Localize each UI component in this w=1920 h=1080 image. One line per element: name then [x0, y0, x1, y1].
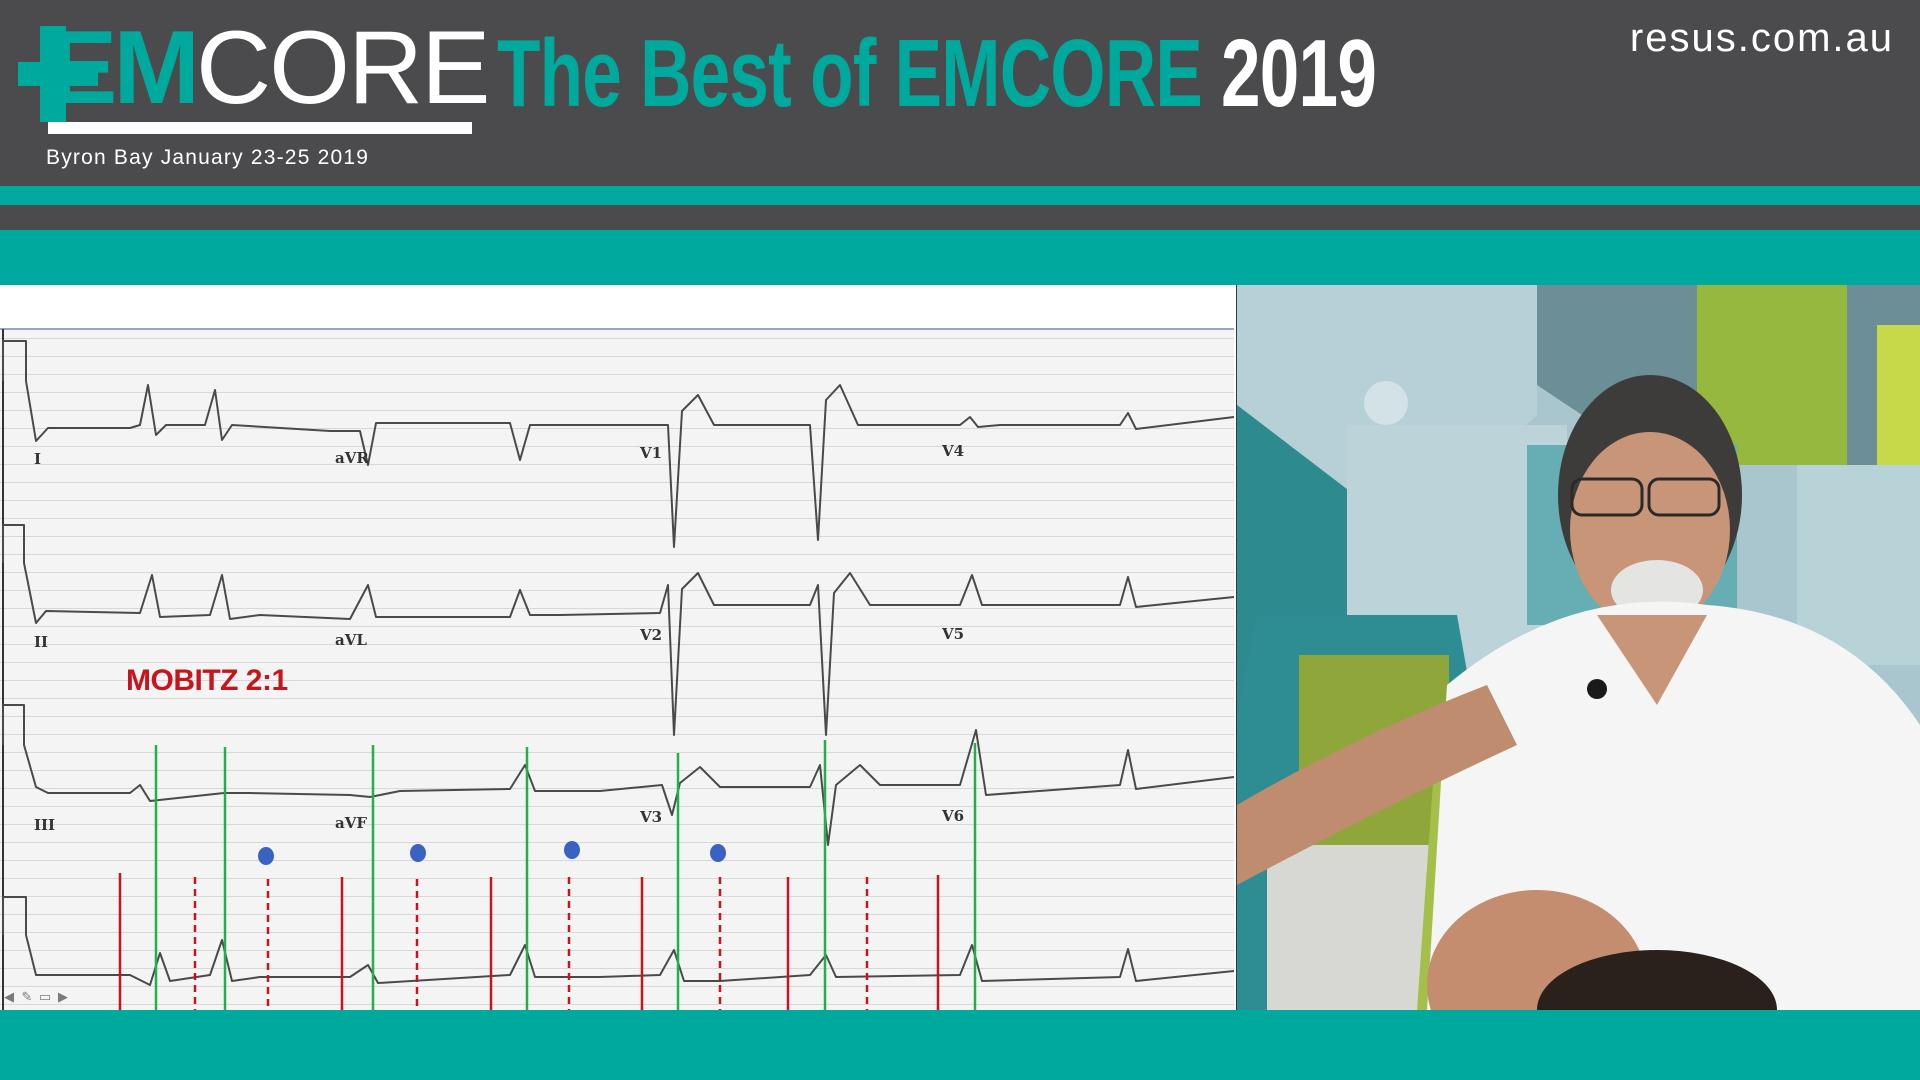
ecg-trace-row-2	[2, 524, 1235, 736]
header-dark-stripe	[0, 205, 1920, 230]
headline-year: 2019	[1221, 20, 1377, 127]
bottom-teal-bar	[0, 1010, 1920, 1080]
lead-label-III: III	[34, 816, 55, 834]
logo-core-text: CORE	[196, 10, 490, 126]
qrs-markers	[154, 740, 977, 1010]
ecg-trace-row-4	[2, 896, 1235, 986]
lead-label-V5: V5	[941, 625, 964, 643]
lead-label-V2: V2	[639, 626, 662, 644]
logo-underline	[48, 122, 472, 134]
blocked-p-markers	[193, 877, 869, 1010]
lead-label-aVF: aVF	[335, 814, 367, 832]
lead-label-V1: V1	[639, 444, 662, 462]
speaker-video-frame	[1237, 285, 1920, 1010]
mobitz-annotation: MOBITZ 2:1	[126, 664, 288, 697]
event-headline: The Best of EMCORE 2019	[497, 14, 1377, 134]
p-wave-markers	[118, 873, 940, 1010]
logo-em-text: EM	[48, 10, 200, 126]
event-location-date: Byron Bay January 23-25 2019	[46, 146, 370, 169]
prev-slide-icon[interactable]: ◀	[4, 990, 14, 1005]
lead-label-aVR: aVR	[335, 449, 369, 467]
slide-toolbar: ◀ ✎ ▭ ▶	[2, 991, 70, 1007]
logo-plus-bar	[18, 62, 98, 86]
lead-label-aVL: aVL	[335, 631, 367, 649]
slides-icon[interactable]: ▭	[38, 990, 52, 1005]
lead-label-V3: V3	[639, 808, 662, 826]
emcore-logo: EM CORE	[18, 10, 490, 134]
ecg-trace-row-1	[2, 340, 1235, 548]
lead-label-V6: V6	[941, 807, 964, 825]
next-slide-icon[interactable]: ▶	[58, 990, 68, 1005]
headline-title: The Best of EMCORE	[497, 20, 1203, 127]
lead-label-II: II	[34, 633, 48, 651]
ecg-trace-row-3	[2, 704, 1235, 846]
header-teal-stripe	[0, 188, 1920, 205]
ecg-strip: I aVR V1 V4 II aVL V2 V5 III aVF V3 V6	[0, 328, 1235, 1010]
speaker-camera-feed	[1237, 285, 1920, 1010]
lead-label-I: I	[34, 450, 41, 468]
ecg-slide: I aVR V1 V4 II aVL V2 V5 III aVF V3 V6 M…	[0, 285, 1238, 1010]
lead-label-V4: V4	[941, 442, 964, 460]
broadcast-header: EM CORE The Best of EMCORE 2019 resus.co…	[0, 0, 1920, 186]
website-text: resus.com.au	[1629, 16, 1894, 60]
pen-icon[interactable]: ✎	[21, 990, 33, 1005]
p-wave-dots	[258, 841, 726, 865]
